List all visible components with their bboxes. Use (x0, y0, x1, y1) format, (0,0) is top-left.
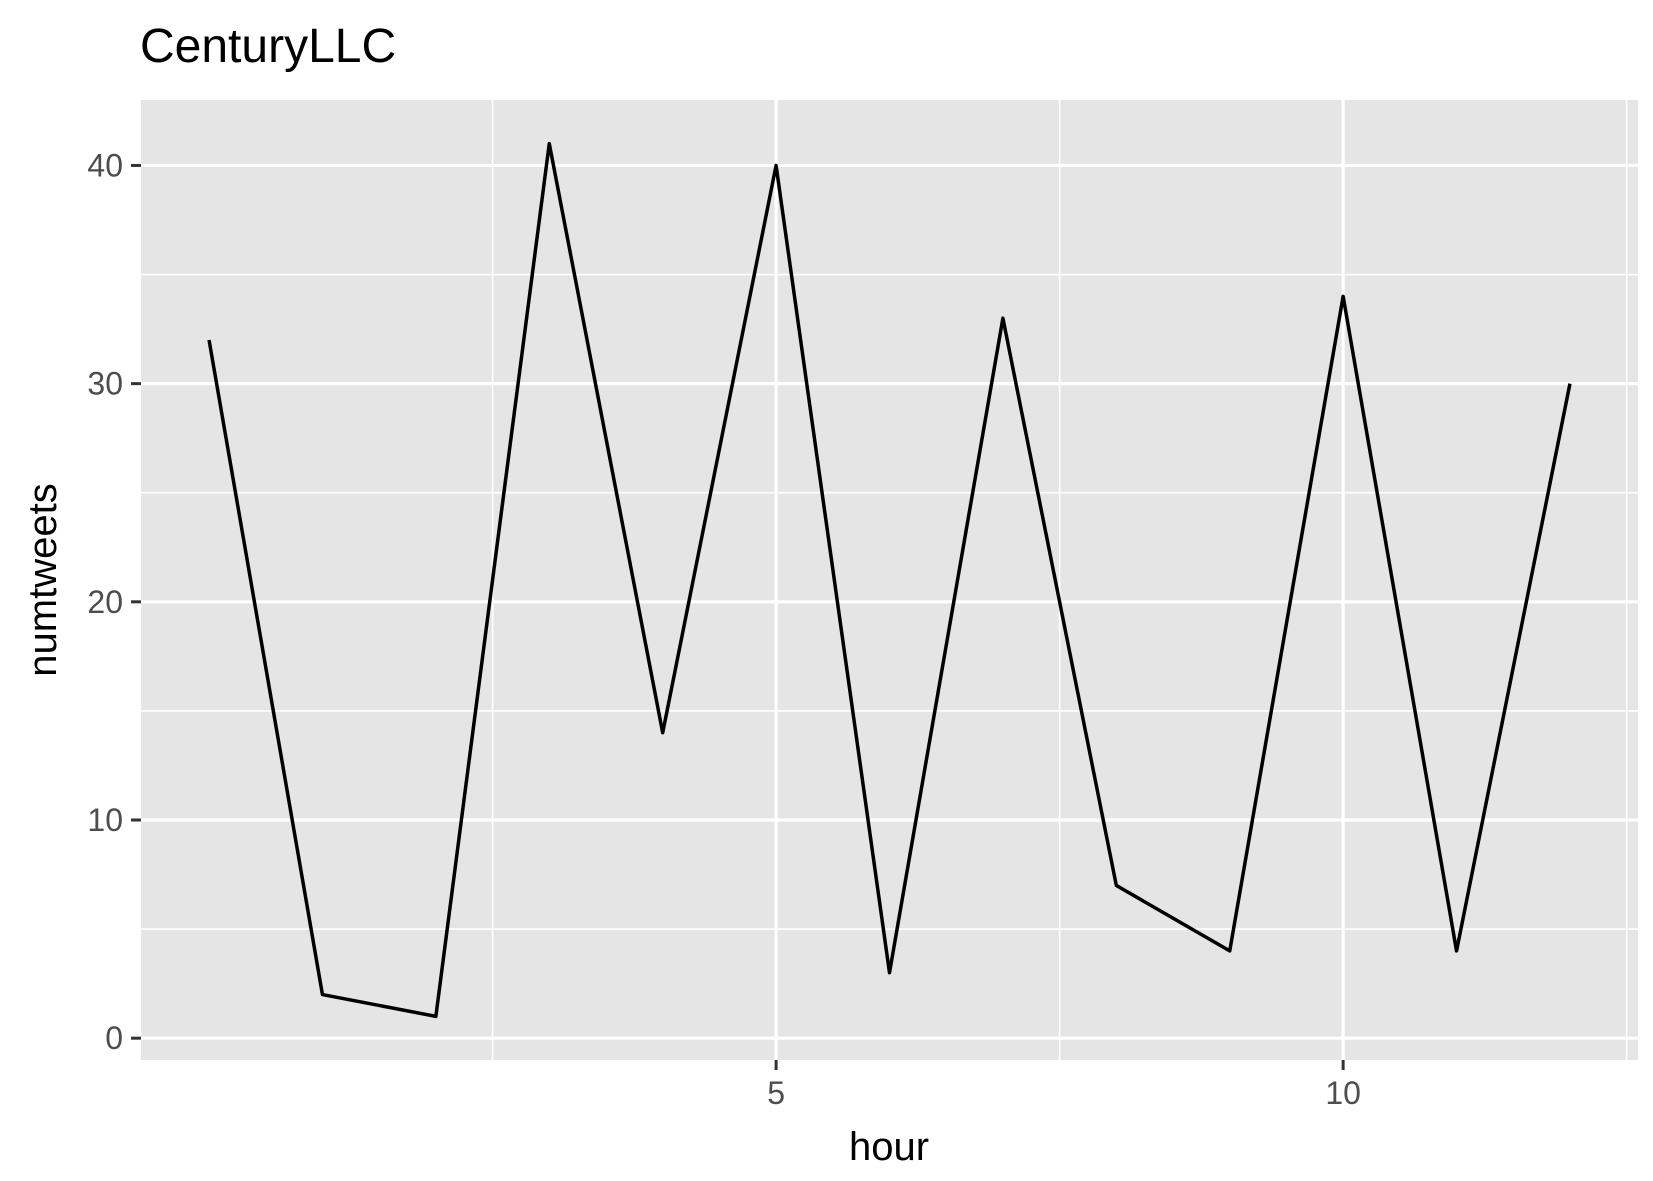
x-axis-tick-labels: 5 10 (767, 1075, 1361, 1111)
y-tick-label: 10 (87, 802, 123, 838)
y-tick-label: 0 (105, 1020, 123, 1056)
x-axis-title: hour (849, 1125, 929, 1169)
y-tick-label: 20 (87, 584, 123, 620)
x-tick-label: 5 (767, 1075, 785, 1111)
axis-ticks (131, 163, 1345, 1070)
y-tick-label: 30 (87, 366, 123, 402)
grid-major (141, 100, 1638, 1060)
y-axis-tick-labels: 0 10 20 30 40 (87, 147, 123, 1056)
chart-title: CenturyLLC (140, 20, 396, 73)
x-tick-label: 10 (1325, 1075, 1361, 1111)
plot-panel (141, 100, 1638, 1060)
y-axis-title: numtweets (21, 483, 65, 676)
y-tick-label: 40 (87, 147, 123, 183)
series-group (207, 141, 1572, 1019)
